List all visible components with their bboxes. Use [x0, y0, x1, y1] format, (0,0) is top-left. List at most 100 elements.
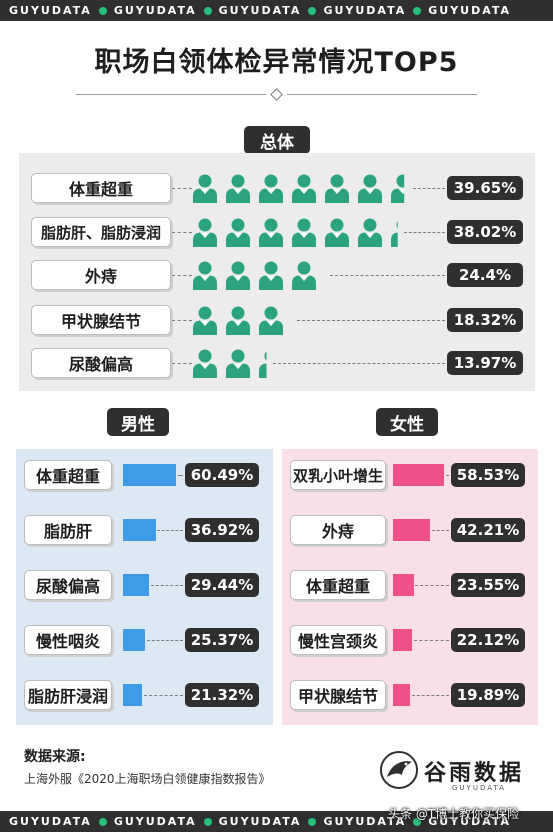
- brand-dot-icon: [203, 817, 212, 826]
- overall-category-label: 甲状腺结节: [31, 305, 171, 335]
- brand-dot-icon: [203, 6, 212, 15]
- person-icon: [391, 217, 398, 247]
- male-value-label: 29.44%: [185, 573, 259, 597]
- leader-line: [273, 363, 445, 364]
- male-bar: [123, 684, 142, 706]
- person-icon: [226, 260, 250, 290]
- brand-word: GUYUDATA: [218, 815, 302, 828]
- female-bar: [393, 519, 430, 541]
- male-bar: [123, 629, 146, 651]
- female-bar: [393, 629, 413, 651]
- brand-word: GUYUDATA: [113, 4, 197, 17]
- person-icon: [358, 173, 382, 203]
- male-category-label: 慢性咽炎: [24, 625, 112, 655]
- overall-section-tag: 总体: [244, 126, 310, 154]
- leader-line: [445, 475, 449, 476]
- male-category-label: 尿酸偏高: [24, 570, 112, 600]
- brand-word: GUYUDATA: [9, 815, 92, 828]
- female-value-label: 58.53%: [451, 463, 525, 487]
- leader-line: [172, 232, 192, 233]
- title-divider-left: [76, 94, 266, 95]
- person-icon: [259, 260, 283, 290]
- male-value-label: 36.92%: [185, 518, 259, 542]
- female-bar: [393, 464, 444, 486]
- brand-dot-icon: [98, 6, 107, 15]
- leader-line: [143, 695, 183, 696]
- logo-name: 谷雨数据: [424, 761, 525, 786]
- female-section-tag: 女性: [376, 408, 438, 436]
- female-category-label: 甲状腺结节: [290, 680, 386, 710]
- female-category-label: 外痔: [290, 515, 386, 545]
- leader-line: [330, 275, 445, 276]
- male-category-label: 脂肪肝: [24, 515, 112, 545]
- female-value-label: 22.12%: [451, 628, 525, 652]
- male-category-label: 脂肪肝浸润: [24, 680, 112, 710]
- person-icon: [226, 348, 250, 378]
- brand-dot-icon: [308, 6, 317, 15]
- person-icon: [325, 173, 349, 203]
- leader-line: [404, 232, 445, 233]
- leader-line: [178, 475, 183, 476]
- person-icon: [358, 217, 382, 247]
- person-icon: [292, 173, 316, 203]
- leader-line: [431, 530, 449, 531]
- male-category-label: 体重超重: [24, 460, 112, 490]
- leader-line: [413, 188, 445, 189]
- watermark: 头条 @T博士教你买保险: [388, 807, 520, 821]
- person-icon: [259, 173, 283, 203]
- leader-line: [147, 640, 183, 641]
- person-icon: [259, 348, 267, 378]
- overall-category-label: 脂肪肝、脂肪浸润: [31, 217, 171, 247]
- brand-word: GUYUDATA: [113, 815, 197, 828]
- source-text: 上海外服《2020上海职场白领健康指数报告》: [24, 772, 271, 786]
- male-value-label: 60.49%: [185, 463, 259, 487]
- male-bar: [123, 574, 149, 596]
- person-icon: [391, 173, 405, 203]
- overall-category-label: 体重超重: [31, 173, 171, 203]
- leader-line: [150, 585, 183, 586]
- male-bar: [123, 519, 156, 541]
- leader-line: [157, 530, 183, 531]
- male-value-label: 21.32%: [185, 683, 259, 707]
- male-value-label: 25.37%: [185, 628, 259, 652]
- leader-line: [415, 585, 449, 586]
- person-icon: [226, 217, 250, 247]
- leader-line: [172, 363, 192, 364]
- top-brand-bar: GUYUDATA GUYUDATA GUYUDATA GUYUDATA GUYUDATA: [0, 0, 553, 21]
- title-divider-right: [287, 94, 477, 95]
- male-section-tag: 男性: [107, 408, 169, 436]
- female-category-label: 慢性宫颈炎: [290, 625, 386, 655]
- person-icon: [193, 260, 217, 290]
- overall-value-label: 13.97%: [447, 351, 523, 375]
- overall-value-label: 24.4%: [447, 263, 523, 287]
- person-icon: [226, 173, 250, 203]
- overall-value-label: 39.65%: [447, 176, 523, 200]
- brand-word: GUYUDATA: [428, 4, 512, 17]
- person-icon: [226, 305, 250, 335]
- overall-category-label: 尿酸偏高: [31, 348, 171, 378]
- leader-line: [297, 320, 446, 321]
- female-value-label: 19.89%: [451, 683, 525, 707]
- bottom-brand-bar: GUYUDATA GUYUDATA GUYUDATA GUYUDATA GUYUDATA: [0, 811, 553, 832]
- brand-word: GUYUDATA: [9, 4, 92, 17]
- leader-line: [172, 275, 192, 276]
- male-bar: [123, 464, 177, 486]
- leader-line: [172, 320, 192, 321]
- person-icon: [193, 348, 217, 378]
- person-icon: [292, 217, 316, 247]
- female-bar: [393, 684, 411, 706]
- person-icon: [193, 217, 217, 247]
- overall-value-label: 18.32%: [447, 308, 523, 332]
- brand-dot-icon: [98, 817, 107, 826]
- female-bar: [393, 574, 414, 596]
- brand-dot-icon: [308, 817, 317, 826]
- overall-category-label: 外痔: [31, 260, 171, 290]
- brand-dot-icon: [413, 6, 422, 15]
- logo-subtitle: GUYUDATA: [452, 784, 506, 792]
- brand-dot-icon: [413, 817, 422, 826]
- brand-word: GUYUDATA: [428, 815, 512, 828]
- female-value-label: 23.55%: [451, 573, 525, 597]
- brand-word: GUYUDATA: [218, 4, 302, 17]
- overall-value-label: 38.02%: [447, 220, 523, 244]
- leader-line: [414, 640, 449, 641]
